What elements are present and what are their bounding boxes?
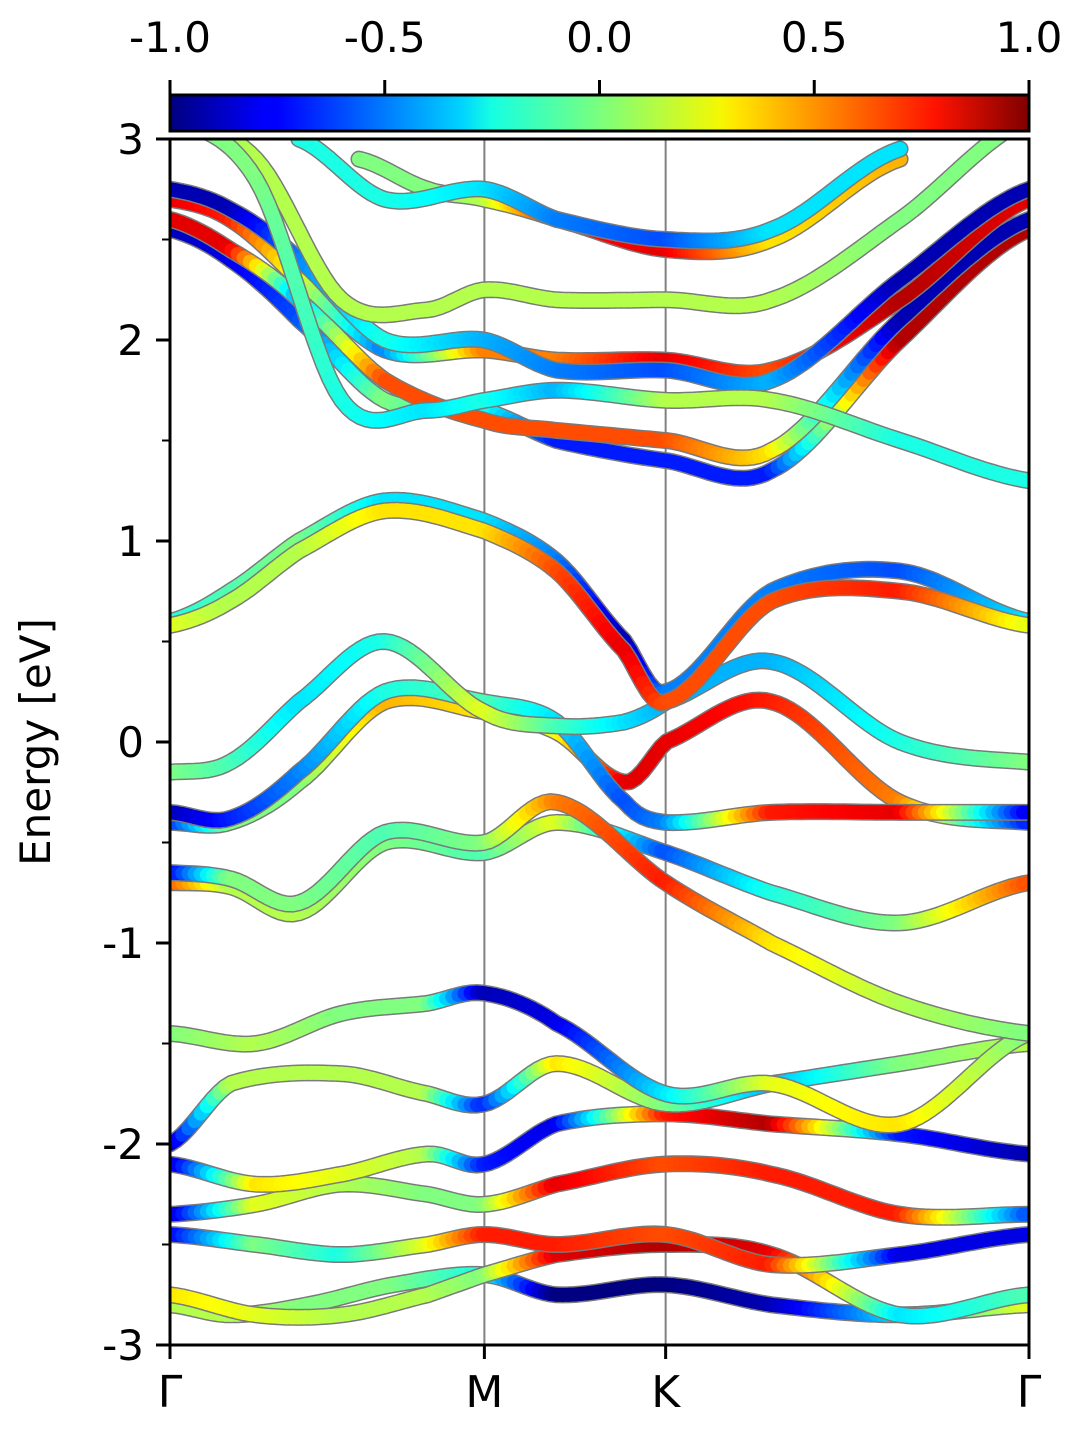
k-point-label: Γ <box>1017 1367 1042 1418</box>
band-12 <box>170 633 1029 781</box>
band-segment <box>991 139 1007 144</box>
y-tick-label: -1 <box>102 919 144 968</box>
band-19 <box>211 139 1010 324</box>
colorbar-tick-label: 0.0 <box>566 13 633 62</box>
y-axis-label: Energy [eV] <box>11 618 60 866</box>
band-20 <box>201 139 1029 490</box>
band-segment <box>216 139 232 143</box>
band-segment <box>204 139 219 143</box>
k-point-label: K <box>651 1367 681 1418</box>
colorbar-tick-label: -1.0 <box>129 13 211 62</box>
band-14 <box>170 501 1029 712</box>
colorbar-tick-label: 1.0 <box>996 13 1063 62</box>
colorbar-ticks: -1.0 -0.5 0.0 0.5 1.0 <box>129 13 1062 95</box>
colorbar-gradient <box>168 93 1031 133</box>
band-18 <box>170 180 1029 394</box>
y-tick-label: -3 <box>102 1321 144 1370</box>
colorbar: -1.0 -0.5 0.0 0.5 1.0 <box>129 13 1062 133</box>
plot-area: -3 -2 -1 0 1 2 3 Γ M K Γ Energy [eV] <box>11 115 1042 1418</box>
band-5 <box>170 1105 1029 1193</box>
colorbar-tick-label: 0.5 <box>781 13 848 62</box>
y-tick-label: -2 <box>102 1120 144 1169</box>
band-segment <box>889 152 908 168</box>
k-point-label: Γ <box>158 1367 183 1418</box>
band-lines <box>170 139 1029 1326</box>
band-7 <box>170 984 1029 1134</box>
k-point-label: M <box>465 1367 503 1418</box>
band-22 <box>290 139 909 250</box>
y-tick-label: 2 <box>117 316 144 365</box>
band-3 <box>170 1225 1029 1274</box>
y-axis: -3 -2 -1 0 1 2 3 <box>102 115 170 1370</box>
y-tick-label: 1 <box>117 517 144 566</box>
band-segment <box>888 142 908 158</box>
band-11 <box>170 679 1029 832</box>
band-4 <box>170 1155 1029 1226</box>
colorbar-tick-label: -0.5 <box>344 13 426 62</box>
band-9 <box>170 793 1029 1042</box>
y-tick-label: 3 <box>117 115 144 164</box>
y-tick-label: 0 <box>117 718 144 767</box>
